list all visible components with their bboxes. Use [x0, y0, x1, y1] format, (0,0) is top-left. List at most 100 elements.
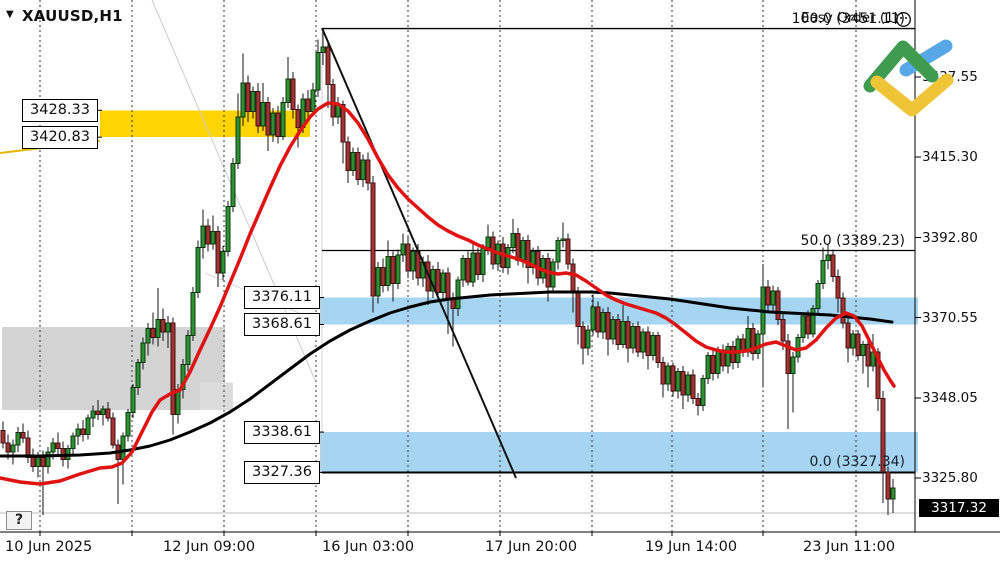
- candle-bullish: [280, 101, 286, 138]
- symbol-timeframe-label: XAUUSD,H1: [22, 7, 123, 25]
- help-button[interactable]: ?: [6, 511, 32, 530]
- candle-bullish: [510, 232, 516, 249]
- chevron-down-icon[interactable]: ▼: [6, 9, 14, 20]
- candle-bullish: [285, 78, 291, 103]
- candle-bullish: [225, 205, 231, 252]
- candle-bullish: [195, 247, 201, 294]
- candle-bullish: [220, 250, 226, 274]
- candle-bullish: [155, 318, 161, 338]
- fib-level-0-label: 0.0 (3327.34): [809, 454, 905, 470]
- candle-bearish: [855, 333, 861, 356]
- candle-bullish: [90, 410, 96, 419]
- candle-bullish: [850, 333, 856, 349]
- candle-bearish: [170, 322, 176, 416]
- candle-bullish: [410, 250, 416, 272]
- candle-bearish: [865, 344, 871, 367]
- candle-bearish: [370, 182, 376, 297]
- candle-bullish: [240, 82, 246, 118]
- candle-bullish: [310, 89, 316, 112]
- candle-bullish: [770, 290, 776, 306]
- candle-bullish: [180, 363, 186, 390]
- candle-bearish: [330, 84, 336, 118]
- candle-bullish: [35, 457, 41, 468]
- candle-bearish: [290, 78, 296, 111]
- candle-bearish: [680, 370, 686, 396]
- ma-slow-black: [0, 290, 894, 458]
- candle-bearish: [110, 417, 116, 446]
- candle-bearish: [275, 112, 281, 138]
- candle-bearish: [295, 109, 301, 129]
- candle-bullish: [610, 318, 616, 340]
- candle-bearish: [20, 431, 26, 439]
- candle-bullish: [460, 258, 466, 281]
- candle-bearish: [55, 442, 61, 450]
- candle-bullish: [250, 91, 256, 112]
- candle-bearish: [710, 354, 716, 374]
- candle-bearish: [595, 306, 601, 333]
- candle-bearish: [365, 159, 371, 184]
- candle-bearish: [835, 275, 841, 299]
- candle-bearish: [880, 397, 886, 473]
- candle-bullish: [185, 335, 191, 365]
- candle-bullish: [800, 315, 806, 338]
- candle-bullish: [700, 378, 706, 407]
- candle-bearish: [655, 335, 661, 364]
- easy-order-label[interactable]: Easy Order (1): [801, 10, 899, 26]
- candle-bearish: [80, 428, 86, 435]
- candle-bullish: [630, 326, 636, 349]
- candle-bullish: [485, 236, 491, 249]
- candle-bearish: [305, 98, 311, 112]
- candle-bullish: [665, 365, 671, 385]
- candle-bullish: [560, 238, 566, 242]
- candle-bullish: [530, 250, 536, 268]
- candle-bearish: [615, 318, 621, 346]
- candle-bearish: [95, 410, 101, 416]
- candle-bearish: [765, 286, 771, 306]
- candle-bearish: [345, 141, 351, 172]
- candle-bearish: [265, 101, 271, 136]
- candle-bullish: [400, 243, 406, 256]
- easy-order-smiley-icon[interactable]: [895, 11, 912, 28]
- candle-bearish: [635, 326, 641, 353]
- candle-bullish: [190, 292, 196, 337]
- candle-bearish: [830, 254, 836, 277]
- candle-bearish: [325, 46, 331, 86]
- candle-bullish: [260, 101, 266, 127]
- candle-bearish: [570, 263, 576, 294]
- candle-bullish: [470, 252, 476, 283]
- candle-bullish: [860, 344, 866, 356]
- candle-bearish: [0, 430, 6, 444]
- price-level-label: 3327.36: [244, 460, 320, 484]
- candle-bearish: [150, 327, 156, 338]
- candle-bullish: [235, 116, 241, 164]
- candle-bearish: [355, 152, 361, 181]
- candle-bullish: [650, 335, 656, 356]
- candle-bullish: [890, 487, 896, 500]
- candle-bullish: [120, 435, 126, 460]
- time-axis-label: 19 Jun 14:00: [645, 539, 738, 555]
- price-axis-label: 3348.05: [922, 390, 978, 407]
- candle-bearish: [580, 326, 586, 349]
- fib-level-50-label: 50.0 (3389.23): [800, 233, 905, 249]
- candle-bearish: [780, 318, 786, 342]
- current-price-tag: 3317.32: [919, 499, 999, 517]
- candle-bearish: [730, 345, 736, 364]
- candle-bullish: [480, 247, 486, 276]
- candle-bearish: [40, 457, 46, 468]
- gray-supply-zone-ext: [200, 382, 233, 410]
- candle-bullish: [620, 320, 626, 346]
- candle-bullish: [320, 46, 326, 53]
- candle-bullish: [440, 272, 446, 294]
- candle-bullish: [825, 254, 831, 261]
- candle-bullish: [75, 428, 81, 437]
- candle-bearish: [25, 437, 31, 459]
- price-level-label: 3338.61: [244, 420, 320, 444]
- candle-bearish: [105, 408, 111, 419]
- candle-bullish: [270, 112, 276, 136]
- candle-bearish: [885, 471, 891, 500]
- candle-bullish: [815, 283, 821, 310]
- candle-bearish: [160, 318, 166, 333]
- candle-bearish: [535, 250, 541, 279]
